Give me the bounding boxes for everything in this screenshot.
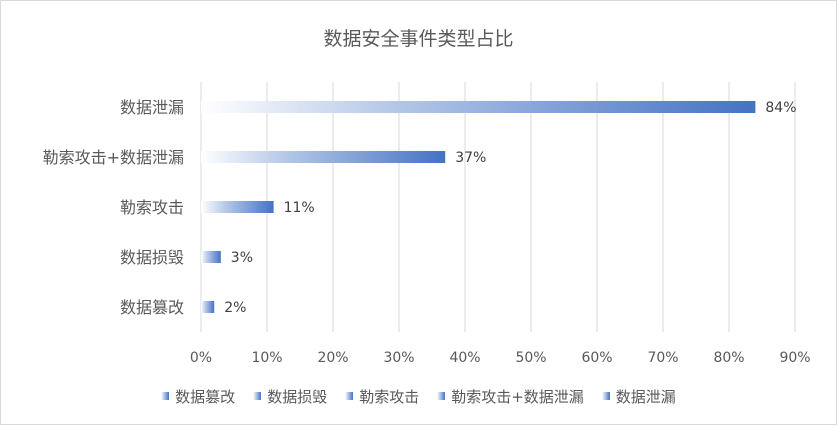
category-label: 勒索攻击+数据泄漏: [43, 148, 184, 167]
data-label: 2%: [224, 300, 246, 316]
data-labels: 84% 37% 11% 3% 2%: [224, 100, 796, 316]
category-label: 数据损毁: [120, 248, 184, 267]
data-label: 3%: [231, 250, 253, 266]
legend-label: 数据篡改: [175, 387, 236, 406]
legend-item: 勒索攻击: [345, 386, 419, 407]
legend-swatch: [161, 392, 170, 400]
chart-title: 数据安全事件类型占比: [323, 28, 514, 50]
legend-label: 勒索攻击: [359, 387, 420, 406]
legend-swatch: [253, 392, 262, 400]
category-label: 勒索攻击: [120, 198, 184, 217]
legend-label: 数据泄漏: [615, 387, 676, 406]
legend: 数据篡改 数据损毁 勒索攻击 勒索攻击+数据泄漏 数据泄漏: [0, 384, 837, 408]
legend-label: 数据损毁: [267, 387, 328, 406]
x-tick-label: 20%: [317, 350, 348, 366]
data-label: 11%: [284, 200, 315, 216]
bar: [201, 151, 446, 163]
legend-swatch: [345, 392, 354, 400]
legend-item: 数据损毁: [253, 386, 327, 407]
legend-item: 勒索攻击+数据泄漏: [437, 386, 584, 407]
legend-swatch: [601, 392, 610, 400]
category-label: 数据篡改: [120, 298, 184, 317]
x-tick-label: 30%: [383, 350, 414, 366]
data-label: 37%: [455, 150, 486, 166]
legend-item: 数据泄漏: [601, 386, 676, 407]
bars: [201, 101, 756, 313]
legend-label: 勒索攻击+数据泄漏: [451, 387, 584, 406]
x-tick-label: 0%: [190, 350, 212, 366]
x-tick-label: 80%: [713, 350, 744, 366]
bar: [201, 101, 756, 113]
x-tick-label: 70%: [647, 350, 678, 366]
data-label: 84%: [765, 100, 796, 116]
x-tick-label: 40%: [449, 350, 480, 366]
bar: [201, 201, 274, 213]
bar: [201, 251, 221, 263]
bar: [201, 301, 215, 313]
x-tick-label: 10%: [251, 350, 282, 366]
gridlines: [200, 82, 796, 332]
legend-swatch: [437, 392, 446, 400]
x-tick-label: 90%: [779, 350, 810, 366]
x-tick-labels: 0% 10% 20% 30% 40% 50% 60% 70% 80% 90%: [190, 350, 811, 366]
x-tick-label: 50%: [515, 350, 546, 366]
legend-item: 数据篡改: [161, 386, 235, 407]
category-label: 数据泄漏: [120, 98, 184, 117]
x-tick-label: 60%: [581, 350, 612, 366]
